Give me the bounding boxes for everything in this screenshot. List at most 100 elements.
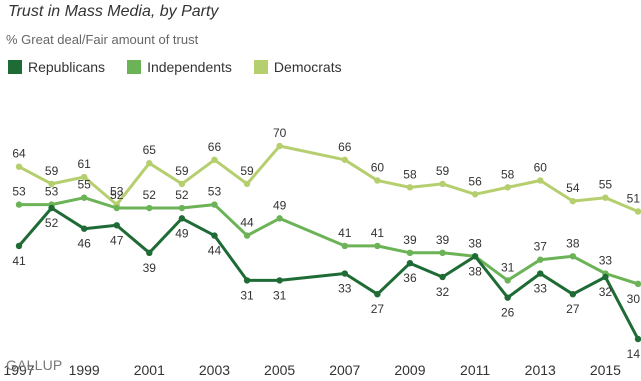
- data-point-independents: [537, 256, 544, 263]
- data-point-democrats: [243, 180, 251, 188]
- data-label-democrats: 66: [208, 140, 222, 154]
- data-point-democrats: [146, 160, 153, 167]
- data-point-democrats: [504, 184, 511, 191]
- x-tick-label: 2015: [590, 362, 621, 378]
- data-label-democrats: 60: [371, 160, 385, 174]
- data-point-republicans: [243, 277, 251, 284]
- data-label-republicans: 41: [12, 254, 26, 268]
- chart-legend: Republicans Independents Democrats: [8, 59, 364, 75]
- data-point-independents: [634, 280, 641, 288]
- x-tick-label: 2013: [525, 362, 556, 378]
- data-point-independents: [569, 253, 577, 260]
- data-point-independents: [243, 232, 251, 239]
- data-point-republicans: [602, 273, 609, 281]
- data-label-democrats: 55: [599, 178, 613, 192]
- data-point-republicans: [374, 290, 381, 298]
- data-point-republicans: [439, 273, 446, 281]
- data-label-democrats: 58: [403, 167, 417, 181]
- x-tick-label: 2005: [264, 362, 295, 378]
- data-label-independents: 52: [110, 188, 124, 202]
- x-tick-label: 2007: [329, 362, 360, 378]
- data-label-republicans: 46: [77, 237, 91, 251]
- data-point-republicans: [504, 294, 511, 301]
- data-point-republicans: [569, 290, 577, 298]
- legend-swatch-independents: [127, 60, 142, 74]
- data-point-democrats: [569, 197, 577, 205]
- legend-label-republicans: Republicans: [28, 59, 106, 75]
- x-tick-label: 1999: [69, 362, 100, 378]
- data-point-republicans: [634, 335, 641, 343]
- data-point-republicans: [406, 259, 414, 267]
- data-label-democrats: 60: [534, 160, 548, 174]
- data-point-republicans: [113, 222, 120, 229]
- series-line-republicans: [17, 206, 640, 340]
- chart-title: Trust in Mass Media, by Party: [8, 3, 219, 20]
- data-label-independents: 49: [273, 198, 287, 212]
- data-point-democrats: [341, 156, 348, 163]
- data-label-democrats: 61: [77, 157, 91, 171]
- data-label-democrats: 66: [338, 140, 352, 154]
- data-label-republicans: 27: [371, 302, 385, 316]
- data-point-democrats: [602, 194, 609, 201]
- data-label-republicans: 27: [566, 302, 580, 316]
- data-label-republicans: 31: [273, 288, 287, 302]
- data-point-republicans: [276, 277, 283, 284]
- data-point-republicans: [15, 242, 23, 250]
- data-label-republicans: 36: [403, 271, 417, 285]
- data-label-independents: 41: [338, 226, 352, 240]
- data-point-democrats: [15, 163, 23, 170]
- data-label-independents: 52: [175, 188, 189, 202]
- data-label-democrats: 53: [110, 185, 124, 199]
- data-label-republicans: 32: [599, 285, 613, 299]
- data-point-democrats: [439, 180, 446, 188]
- data-label-democrats: 64: [12, 147, 26, 161]
- data-point-independents: [146, 204, 153, 212]
- data-label-republicans: 47: [110, 233, 124, 247]
- data-label-independents: 38: [566, 236, 580, 250]
- data-point-republicans: [471, 253, 479, 260]
- data-label-independents: 39: [436, 233, 450, 247]
- x-tick-label: 2011: [460, 362, 490, 378]
- data-label-independents: 53: [12, 185, 26, 199]
- legend-item-republicans: Republicans: [8, 59, 105, 75]
- data-label-independents: 53: [208, 185, 222, 199]
- data-point-independents: [341, 242, 348, 250]
- data-label-democrats: 59: [175, 164, 189, 178]
- data-point-independents: [113, 204, 120, 212]
- data-point-republicans: [80, 225, 88, 232]
- data-label-republicans: 33: [338, 282, 352, 296]
- data-label-democrats: 65: [143, 143, 157, 157]
- data-label-democrats: 56: [468, 174, 482, 188]
- legend-label-independents: Independents: [147, 59, 232, 75]
- data-point-democrats: [80, 173, 88, 181]
- data-point-republicans: [48, 204, 55, 212]
- data-point-republicans: [537, 270, 544, 277]
- x-tick-label: 2001: [134, 362, 165, 378]
- data-label-independents: 38: [468, 236, 482, 250]
- legend-item-democrats: Democrats: [253, 59, 342, 75]
- chart-subtitle: % Great deal/Fair amount of trust: [6, 32, 199, 47]
- data-label-independents: 31: [501, 260, 515, 274]
- data-point-democrats: [406, 184, 414, 191]
- data-label-republicans: 31: [240, 288, 254, 302]
- data-label-democrats: 51: [627, 191, 641, 205]
- data-label-independents: 33: [599, 254, 613, 268]
- data-point-independents: [439, 249, 446, 257]
- data-point-independents: [15, 201, 23, 208]
- legend-label-democrats: Democrats: [273, 59, 342, 75]
- x-tick-label: 2003: [199, 362, 230, 378]
- data-label-independents: 39: [403, 233, 417, 247]
- data-label-republicans: 38: [468, 264, 482, 278]
- data-point-democrats: [471, 191, 479, 198]
- data-label-republicans: 32: [436, 285, 450, 299]
- data-point-democrats: [178, 180, 186, 188]
- data-point-republicans: [146, 249, 153, 257]
- data-label-democrats: 70: [273, 126, 287, 140]
- data-point-democrats: [537, 177, 544, 184]
- x-tick-label: 2009: [394, 362, 425, 378]
- data-point-democrats: [48, 180, 55, 188]
- data-label-democrats: 59: [436, 164, 450, 178]
- data-label-democrats: 58: [501, 167, 515, 181]
- data-point-democrats: [634, 208, 641, 215]
